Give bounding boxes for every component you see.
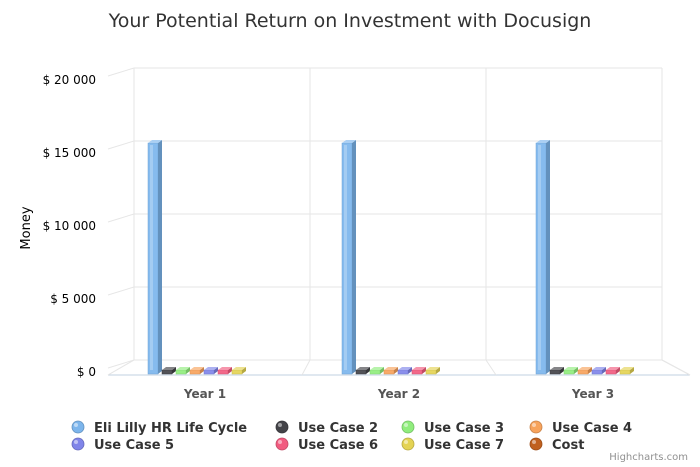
grid-line-side [107,213,135,223]
legend-item[interactable]: Use Case 3 [401,420,504,436]
y-tick-label: $ 0 [77,365,96,379]
legend-swatch-icon [401,420,415,434]
bar[interactable] [217,367,232,375]
legend-swatch-icon [71,437,85,451]
legend-swatch-icon [71,420,85,434]
legend-swatch-icon [275,437,289,451]
grid-line-side [107,140,135,150]
bar[interactable] [355,367,370,375]
bar[interactable] [341,140,356,375]
bar[interactable] [203,367,218,375]
y-axis-label: Money [19,206,34,249]
x-tick-label: Year 3 [571,387,614,401]
y-tick-label: $ 20 000 [43,73,96,87]
bar[interactable] [383,367,398,375]
bar[interactable] [563,367,578,375]
legend-label: Eli Lilly HR Life Cycle [94,421,247,436]
bar[interactable] [397,367,412,375]
bar[interactable] [619,367,634,375]
floor-grid-line [661,359,691,376]
legend: Eli Lilly HR Life Cycle Use Case 2 Use Cas… [71,420,632,453]
bar[interactable] [577,367,592,375]
legend-label: Use Case 6 [298,438,378,453]
legend-item[interactable]: Use Case 6 [275,437,378,453]
bar[interactable] [175,367,190,375]
x-axis-ticks: Year 1 Year 2 Year 3 [183,387,614,401]
floor-grid-line [485,359,497,376]
legend-label: Use Case 5 [94,438,174,453]
x-tick-label: Year 1 [183,387,226,401]
credit-link[interactable]: Highcharts.com [609,452,688,463]
chart-title: Your Potential Return on Investment with… [108,10,592,32]
legend-swatch-icon [275,420,289,434]
bar[interactable] [369,367,384,375]
bar[interactable] [535,140,550,375]
y-tick-label: $ 5 000 [50,292,96,306]
legend-swatch-icon [529,437,543,451]
legend-item[interactable]: Use Case 7 [401,437,504,453]
legend-label: Cost [552,438,584,453]
x-tick-label: Year 2 [377,387,420,401]
y-axis-ticks: $ 0 $ 5 000 $ 10 000 $ 15 000 $ 20 000 [43,73,96,379]
grid-line-side [107,286,135,296]
legend-label: Use Case 7 [424,438,504,453]
legend-swatch-icon [529,420,543,434]
legend-label: Use Case 4 [552,421,632,436]
legend-item[interactable]: Use Case 4 [529,420,632,436]
legend-label: Use Case 3 [424,421,504,436]
bar[interactable] [425,367,440,375]
y-tick-label: $ 15 000 [43,146,96,160]
legend-item[interactable]: Use Case 2 [275,420,378,436]
floor-grid-line [107,359,135,376]
bar[interactable] [605,367,620,375]
legend-item[interactable]: Use Case 5 [71,437,174,453]
legend-item[interactable]: Eli Lilly HR Life Cycle [71,420,247,436]
bars [147,140,634,375]
bar[interactable] [231,367,246,375]
legend-label: Use Case 2 [298,421,378,436]
grid-lines [107,67,691,376]
bar[interactable] [591,367,606,375]
floor-grid-line [301,359,311,376]
grid-line-side [107,67,135,77]
legend-swatch-icon [401,437,415,451]
y-tick-label: $ 10 000 [43,219,96,233]
bar[interactable] [147,140,162,375]
bar[interactable] [161,367,176,375]
bar[interactable] [411,367,426,375]
grid-line-side [107,359,135,369]
legend-item[interactable]: Cost [529,437,584,453]
bar[interactable] [549,367,564,375]
bar[interactable] [189,367,204,375]
